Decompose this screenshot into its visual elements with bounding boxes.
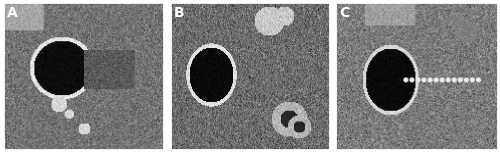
Text: C: C (340, 6, 349, 20)
Text: A: A (8, 6, 18, 20)
Text: B: B (174, 6, 184, 20)
